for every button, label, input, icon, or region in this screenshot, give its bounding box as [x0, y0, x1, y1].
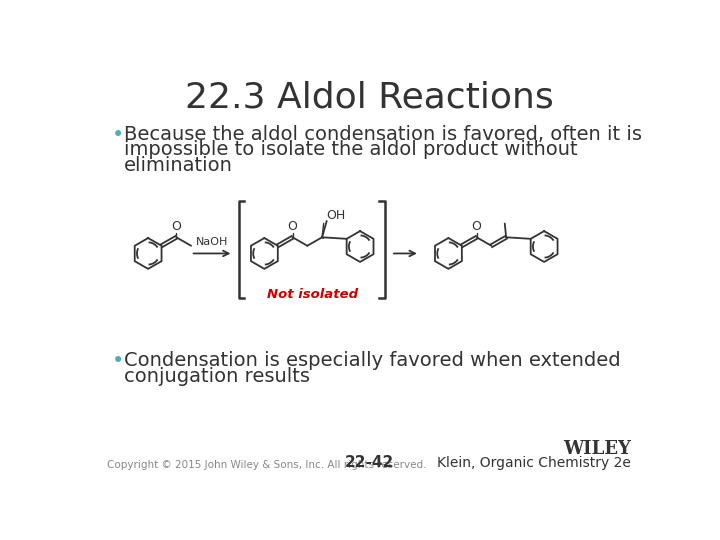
Text: NaOH: NaOH	[196, 237, 228, 247]
Text: WILEY: WILEY	[563, 440, 631, 457]
Text: O: O	[472, 220, 482, 233]
Text: Klein, Organic Chemistry 2e: Klein, Organic Chemistry 2e	[437, 456, 631, 470]
Text: •: •	[112, 351, 124, 371]
Text: elimination: elimination	[124, 156, 233, 174]
Text: Copyright © 2015 John Wiley & Sons, Inc. All rights reserved.: Copyright © 2015 John Wiley & Sons, Inc.…	[107, 460, 426, 470]
Text: Condensation is especially favored when extended: Condensation is especially favored when …	[124, 351, 621, 370]
Text: impossible to isolate the aldol product without: impossible to isolate the aldol product …	[124, 140, 577, 159]
Text: 22.3 Aldol Reactions: 22.3 Aldol Reactions	[184, 80, 554, 114]
Text: Not isolated: Not isolated	[266, 288, 358, 301]
Text: OH: OH	[326, 209, 345, 222]
Text: O: O	[287, 220, 297, 233]
Text: •: •	[112, 125, 124, 145]
Text: Because the aldol condensation is favored, often it is: Because the aldol condensation is favore…	[124, 125, 642, 144]
Text: conjugation results: conjugation results	[124, 367, 310, 386]
Text: O: O	[171, 220, 181, 233]
Text: 22-42: 22-42	[344, 455, 394, 470]
